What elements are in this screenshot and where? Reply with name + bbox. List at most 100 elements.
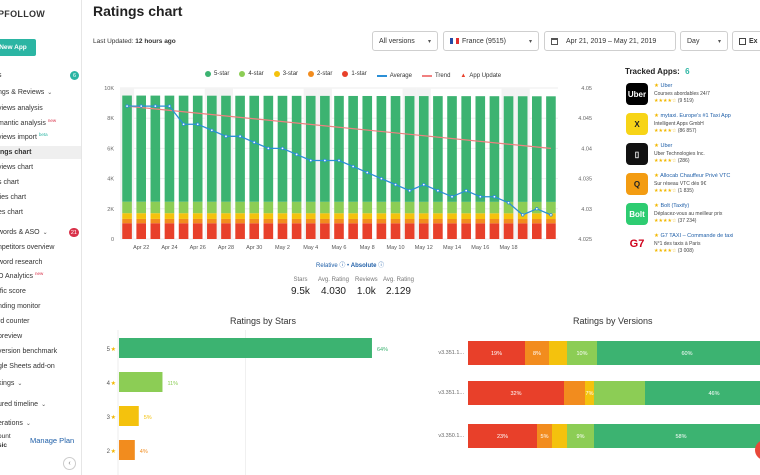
star-rating-icon: ★★★★☆ bbox=[654, 98, 677, 104]
absolute-mode-link[interactable]: Absolute bbox=[350, 263, 377, 269]
trend-line bbox=[127, 105, 551, 149]
sidebar-item[interactable]: ffic score bbox=[0, 285, 81, 298]
stars-bar-label: 5% bbox=[144, 415, 152, 421]
bar-segment-2-star bbox=[517, 219, 528, 224]
sidebar-item[interactable]: s6 bbox=[0, 69, 81, 82]
tracked-app[interactable]: X ★ mytaxi. Europe's #1 Taxi App Intellige… bbox=[626, 113, 760, 139]
chevron-left-icon[interactable]: ‹ bbox=[63, 457, 76, 470]
legend-item[interactable]: 4-star bbox=[239, 71, 264, 77]
bar-segment-3-star bbox=[376, 213, 387, 219]
app-name: ★ Uber bbox=[654, 143, 673, 149]
legend-item[interactable]: 2-star bbox=[308, 71, 332, 77]
new-app-button[interactable]: New App bbox=[0, 39, 36, 56]
average-point bbox=[549, 213, 553, 217]
sidebar-item[interactable]: ings chart bbox=[0, 146, 81, 159]
bar-segment-3-star bbox=[122, 213, 132, 219]
sidebar-item[interactable]: npetitors overview bbox=[0, 241, 81, 254]
sidebar-item[interactable]: views chart bbox=[0, 161, 81, 174]
sidebar-item[interactable]: version benchmark bbox=[0, 345, 81, 358]
bar-segment-1-star bbox=[475, 223, 486, 239]
country-select[interactable]: France (9515) ▾ bbox=[443, 31, 539, 51]
ratings-stacked-chart: 0 2K 4K 6K 8K 10K 4.025 4.03 4.035 4.04 4.045 4.05 A… bbox=[104, 86, 592, 251]
bar-segment-1-star bbox=[305, 223, 316, 239]
sidebar-item[interactable]: views import beta bbox=[0, 131, 81, 144]
sidebar-item[interactable]: lies chart bbox=[0, 191, 81, 204]
sidebar-item[interactable]: rd counter bbox=[0, 315, 81, 328]
app-name: ★ Allocab Chauffeur Privé VTC bbox=[654, 173, 731, 179]
average-point bbox=[238, 134, 242, 139]
bar-segment-3-star bbox=[305, 213, 316, 219]
bar-segment-4-star bbox=[164, 201, 175, 214]
sidebar-item[interactable]: word research bbox=[0, 256, 81, 269]
sidebar-item[interactable]: es chart bbox=[0, 206, 81, 219]
bar-segment-5-star bbox=[390, 96, 401, 202]
sidebar-item[interactable]: O Analytics new bbox=[0, 270, 81, 283]
granularity-select[interactable]: Day ▾ bbox=[680, 31, 728, 51]
legend-dot-icon bbox=[273, 71, 280, 77]
date-range-picker[interactable]: Apr 21, 2019 – May 21, 2019 bbox=[544, 31, 676, 51]
bar-segment-5-star bbox=[489, 96, 500, 202]
sidebar-item[interactable]: kings⌄ bbox=[0, 377, 81, 390]
manage-plan-link[interactable]: Manage Plan bbox=[30, 436, 75, 445]
sidebar-item[interactable]: ngs & Reviews ⌄ bbox=[0, 86, 81, 99]
stat-avg-rating: Avg. Rating 4.030 bbox=[318, 277, 349, 297]
bar-segment-1-star bbox=[546, 223, 556, 239]
bar-segment-3-star bbox=[390, 213, 401, 219]
version-segment-label: 23% bbox=[497, 434, 508, 440]
sidebar-item[interactable]: nding monitor bbox=[0, 300, 81, 313]
legend-dot-icon bbox=[239, 71, 246, 77]
bar-segment-3-star bbox=[277, 213, 288, 219]
export-button[interactable]: Ex bbox=[732, 31, 760, 51]
app-developer: N°1 des taxis à Paris bbox=[654, 241, 701, 247]
relative-mode-link[interactable]: Relative bbox=[316, 263, 338, 269]
stat-label: Reviews bbox=[355, 277, 378, 283]
bar-segment-4-star bbox=[418, 201, 429, 214]
bar-segment-3-star bbox=[263, 213, 274, 219]
x-tick-label: Apr 28 bbox=[218, 245, 234, 251]
versions-select[interactable]: All versions ▾ bbox=[372, 31, 438, 51]
legend-item[interactable]: 3-star bbox=[273, 71, 298, 77]
version-segment-label: 32% bbox=[510, 391, 521, 397]
legend-label: App Update bbox=[469, 73, 502, 79]
tracked-app[interactable]: ▯ ★ Uber Uber Technologies Inc. ★★★★☆ (286) bbox=[626, 143, 760, 169]
bar-segment-1-star bbox=[249, 223, 260, 239]
legend-item[interactable]: 1-star bbox=[342, 71, 367, 77]
france-flag-icon bbox=[450, 38, 459, 44]
sidebar-item[interactable]: words & ASO ⌄ 21 bbox=[0, 226, 81, 239]
tracked-app[interactable]: G7 ★ G7 TAXI – Commande de taxi N°1 des ta… bbox=[626, 233, 760, 259]
chevron-down-icon: ⌄ bbox=[25, 421, 31, 427]
bar-segment-3-star bbox=[291, 213, 302, 219]
bar-segment-1-star bbox=[362, 223, 373, 239]
granularity-value: Day bbox=[687, 37, 700, 45]
version-bar-segment bbox=[537, 424, 552, 448]
sidebar-item[interactable]: preview bbox=[0, 330, 81, 343]
bar-segment-1-star bbox=[503, 223, 514, 239]
sidebar-item[interactable]: s chart bbox=[0, 176, 81, 189]
sidebar-item[interactable]: mantic analysis new bbox=[0, 117, 81, 130]
bar-segment-2-star bbox=[305, 218, 316, 224]
legend-item[interactable]: Trend bbox=[421, 73, 450, 79]
last-updated-label: Last Updated: bbox=[93, 38, 134, 45]
star-rating-icon: ★★★★☆ bbox=[654, 158, 677, 164]
bar-segment-5-star bbox=[150, 95, 161, 202]
average-point bbox=[492, 195, 497, 199]
stars-bar bbox=[119, 440, 135, 460]
bar-segment-2-star bbox=[503, 219, 514, 224]
bar-segment-5-star bbox=[320, 95, 330, 202]
x-tick-label: May 8 bbox=[360, 245, 375, 251]
tracked-app[interactable]: Q ★ Allocab Chauffeur Privé VTC Sur réseau… bbox=[626, 173, 760, 199]
bar-segment-4-star bbox=[390, 201, 401, 214]
sidebar-item-label: s chart bbox=[0, 179, 20, 186]
ratings-by-versions-title: Ratings by Versions bbox=[573, 316, 653, 326]
legend-item[interactable]: 5-star bbox=[205, 71, 229, 77]
legend-item[interactable]: Average bbox=[376, 73, 412, 79]
sidebar-item-label: rd counter bbox=[0, 318, 30, 325]
tracked-app[interactable]: Bolt ★ Bolt (Taxify) Déplacez-vous au meil… bbox=[626, 203, 760, 229]
sidebar-item[interactable]: gle Sheets add-on bbox=[0, 360, 81, 373]
tracked-app[interactable]: Uber ★ Uber Courses abordables 24/7 ★★★★☆ (… bbox=[626, 83, 760, 109]
legend-item[interactable]: ▲ App Update bbox=[460, 73, 501, 79]
chat-button[interactable] bbox=[755, 440, 760, 460]
sidebar-item[interactable]: views analysis bbox=[0, 102, 81, 115]
sidebar-item[interactable]: erations ⌄ bbox=[0, 417, 81, 430]
sidebar-item[interactable]: ured timeline ⌄ bbox=[0, 398, 81, 411]
